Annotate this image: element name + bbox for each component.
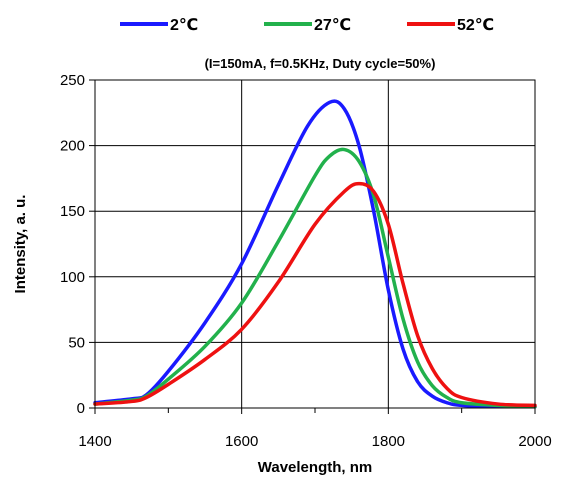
chart-subtitle: (I=150mA, f=0.5KHz, Duty cycle=50%) (205, 56, 436, 71)
y-tick-label: 150 (60, 203, 85, 220)
y-axis-title: Intensity, a. u. (12, 195, 29, 294)
axis-ticks: 0 50 100 150 200 250 1400 1600 1800 2000 (60, 72, 552, 450)
x-tick-label: 1600 (225, 433, 258, 450)
gridlines (95, 80, 535, 408)
y-tick-label: 250 (60, 72, 85, 89)
y-tick-label: 0 (77, 400, 85, 417)
y-tick-label: 200 (60, 138, 85, 155)
x-tick-label: 2000 (518, 433, 551, 450)
series-line-2 (93, 181, 537, 408)
y-tick-label: 50 (68, 334, 85, 351)
y-tick-label: 100 (60, 269, 85, 286)
x-axis-title: Wavelength, nm (258, 459, 372, 476)
legend: 2℃ 27℃ 52℃ (120, 17, 494, 34)
x-tick-label: 1400 (78, 433, 111, 450)
legend-label-0: 2℃ (170, 17, 198, 34)
plot-area (95, 80, 535, 408)
series-lines (93, 99, 537, 409)
x-tick-label: 1800 (372, 433, 405, 450)
series-line-1 (93, 147, 537, 409)
legend-label-2: 52℃ (457, 17, 494, 34)
legend-label-1: 27℃ (314, 17, 351, 34)
series-line-0 (93, 99, 537, 409)
